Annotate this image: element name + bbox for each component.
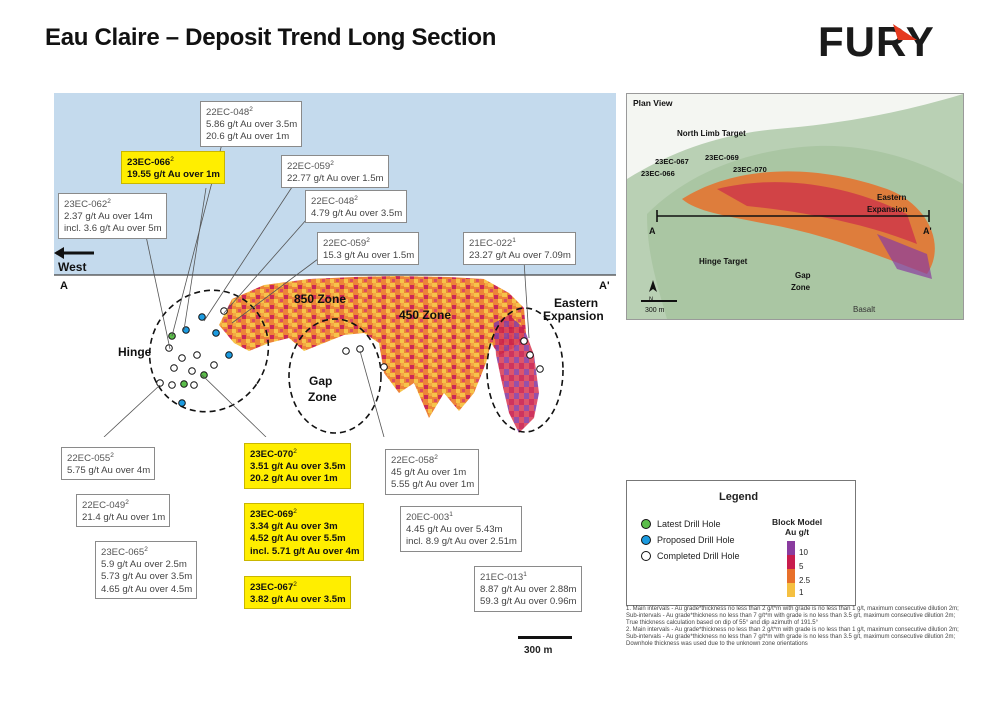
callout-23ec-067: 23EC-0672 3.82 g/t Au over 3.5m — [244, 576, 351, 610]
proposed-drill-hole-icon — [641, 535, 651, 545]
plan-expansion-label: Expansion — [867, 205, 908, 214]
callout-23ec-070: 23EC-0702 3.51 g/t Au over 3.5m 20.2 g/t … — [244, 443, 351, 489]
completed-drill-hole-icon — [641, 551, 651, 561]
west-label: West — [58, 260, 86, 274]
callout-22ec-059-a: 22EC-0592 22.77 g/t Au over 1.5m — [281, 155, 389, 189]
plan-hinge-target: Hinge Target — [699, 257, 748, 266]
latest-drill-hole-icon — [641, 519, 651, 529]
footnotes: 1. Main intervals - Au grade*thickness n… — [626, 606, 966, 647]
callout-21ec-013: 21EC-0131 8.87 g/t Au over 2.88m 59.3 g/t… — [474, 566, 582, 612]
callout-22ec-048-a: 22EC-0482 5.86 g/t Au over 3.5m 20.6 g/t … — [200, 101, 303, 147]
callout-23ec-065: 23EC-0652 5.9 g/t Au over 2.5m 5.73 g/t A… — [95, 541, 198, 599]
callout-23ec-062: 23EC-0622 2.37 g/t Au over 14m incl. 3.6 … — [58, 193, 167, 239]
legend-title: Legend — [719, 491, 759, 503]
page-title: Eau Claire – Deposit Trend Long Section — [45, 24, 497, 51]
zone-450-label: 450 Zone — [399, 308, 451, 322]
plan-a-right: A' — [923, 226, 932, 236]
legend-item-completed: Completed Drill Hole — [641, 551, 740, 561]
legend-item-proposed: Proposed Drill Hole — [641, 535, 735, 545]
callout-22ec-059-b: 22EC-0592 15.3 g/t Au over 1.5m — [317, 232, 420, 266]
gap-zone-label-1: Gap — [309, 374, 332, 388]
scale-value-2-5: 2.5 — [799, 576, 811, 585]
eastern-label-1: Eastern — [554, 296, 598, 310]
section-a-right: A' — [599, 280, 610, 292]
footnote-1: 1. Main intervals - Au grade*thickness n… — [626, 606, 959, 626]
scale-value-1: 1 — [799, 588, 804, 597]
section-a-left: A — [60, 280, 68, 292]
callout-22ec-049: 22EC-0492 21.4 g/t Au over 1m — [76, 494, 171, 528]
block-model-color-scale — [787, 541, 795, 597]
plan-eastern-label: Eastern — [877, 193, 906, 202]
scale-value-5: 5 — [799, 562, 804, 571]
legend: Legend Latest Drill Hole Proposed Drill … — [626, 480, 856, 606]
gap-zone-label-2: Zone — [308, 390, 337, 404]
callout-23ec-069: 23EC-0692 3.34 g/t Au over 3m 4.52 g/t Au… — [244, 503, 365, 561]
hinge-label: Hinge — [118, 345, 152, 359]
block-model-title: Block Model Au g/t — [772, 517, 823, 537]
plan-view-map: Plan View North Limb Target 23EC-067 23E… — [626, 93, 964, 320]
scale-value-10: 10 — [799, 548, 808, 557]
callout-22ec-058: 22EC-0582 45 g/t Au over 1m 5.55 g/t Au o… — [385, 449, 480, 495]
zone-850-label: 850 Zone — [294, 292, 346, 306]
footnote-2: 2. Main intervals - Au grade*thickness n… — [626, 626, 959, 647]
scale-bar-label: 300 m — [524, 645, 553, 656]
plan-23ec-070: 23EC-070 — [733, 165, 767, 174]
plan-23ec-069: 23EC-069 — [705, 153, 739, 162]
plan-23ec-067: 23EC-067 — [655, 157, 689, 166]
eastern-label-2: Expansion — [543, 309, 604, 323]
plan-gap-label: Gap — [795, 271, 811, 280]
callout-22ec-055: 22EC-0552 5.75 g/t Au over 4m — [61, 447, 156, 481]
north-limb-label: North Limb Target — [677, 129, 746, 138]
legend-item-latest: Latest Drill Hole — [641, 519, 721, 529]
callout-21ec-022: 21EC-0221 23.27 g/t Au over 7.09m — [463, 232, 576, 266]
callout-20ec-003: 20EC-0031 4.45 g/t Au over 5.43m incl. 8.… — [400, 506, 522, 552]
svg-text:FURY: FURY — [818, 20, 935, 62]
plan-zone-label: Zone — [791, 283, 811, 292]
plan-scale-label: 300 m — [645, 307, 665, 314]
plan-23ec-066: 23EC-066 — [641, 169, 675, 178]
plan-view-title: Plan View — [633, 98, 673, 108]
fury-logo: FURY — [818, 20, 935, 62]
scale-bar: 300 m — [518, 636, 572, 656]
plan-basalt-label: Basalt — [853, 305, 876, 314]
callout-23ec-066: 23EC-0662 19.55 g/t Au over 1m — [121, 151, 225, 185]
plan-a-left: A — [649, 226, 656, 236]
callout-22ec-048-b: 22EC-0482 4.79 g/t Au over 3.5m — [305, 190, 408, 224]
